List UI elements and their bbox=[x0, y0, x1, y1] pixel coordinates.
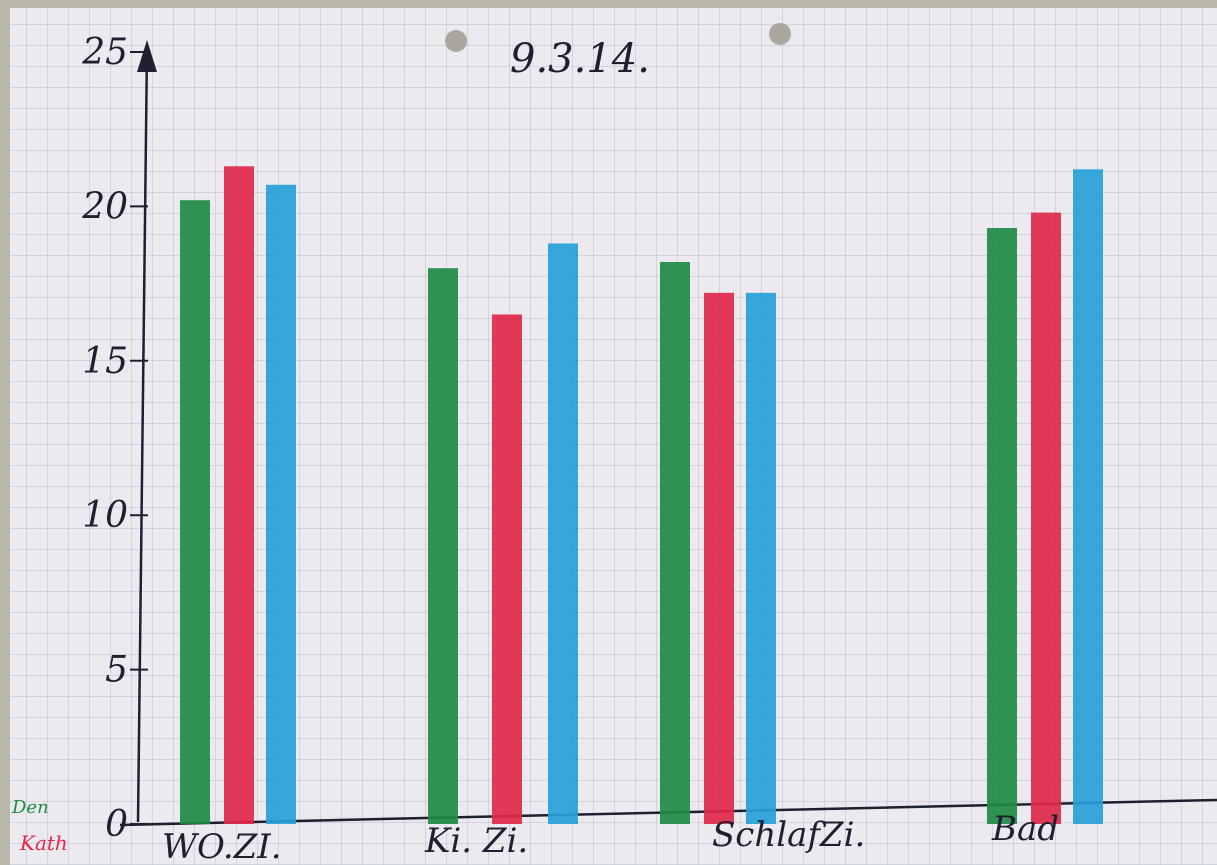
chart-title: 9.3.14. bbox=[510, 36, 650, 82]
y-axis-ticks: 0 5 10 15 20 25 bbox=[81, 32, 148, 845]
legend: Den Kath bbox=[11, 797, 68, 855]
punch-hole-right bbox=[769, 23, 791, 45]
category-labels: WO.ZI. Ki. Zi. SchlafZi. Bad bbox=[162, 809, 1059, 865]
bar-den-0 bbox=[180, 200, 210, 824]
bar-series-3-3 bbox=[1073, 169, 1103, 824]
bars bbox=[180, 166, 1103, 825]
category-label-2: SchlafZi. bbox=[712, 815, 865, 855]
category-label-1: Ki. Zi. bbox=[424, 821, 528, 861]
y-tick-label-15: 15 bbox=[82, 341, 128, 382]
bar-series-3-1 bbox=[548, 243, 578, 824]
y-tick-label-0: 0 bbox=[105, 804, 128, 845]
punch-hole-left bbox=[445, 30, 467, 52]
bar-series-3-0 bbox=[266, 184, 296, 824]
bar-den-3 bbox=[987, 228, 1017, 825]
y-tick-label-10: 10 bbox=[82, 495, 128, 536]
legend-item-kath: Kath bbox=[19, 831, 68, 855]
y-tick-label-25: 25 bbox=[81, 32, 128, 73]
bar-series-3-2 bbox=[746, 292, 776, 824]
category-label-3: Bad bbox=[991, 809, 1059, 849]
y-axis-arrow bbox=[137, 40, 157, 72]
category-label-0: WO.ZI. bbox=[162, 827, 282, 865]
bar-kath-0 bbox=[224, 166, 254, 825]
bar-kath-1 bbox=[492, 314, 522, 824]
bar-den-1 bbox=[428, 268, 458, 824]
y-axis bbox=[136, 47, 149, 823]
y-tick-label-5: 5 bbox=[105, 650, 128, 691]
bar-kath-3 bbox=[1031, 212, 1061, 825]
bar-kath-2 bbox=[704, 292, 734, 824]
bar-den-2 bbox=[660, 261, 690, 824]
legend-item-den: Den bbox=[11, 797, 49, 818]
y-tick-label-20: 20 bbox=[81, 186, 128, 227]
